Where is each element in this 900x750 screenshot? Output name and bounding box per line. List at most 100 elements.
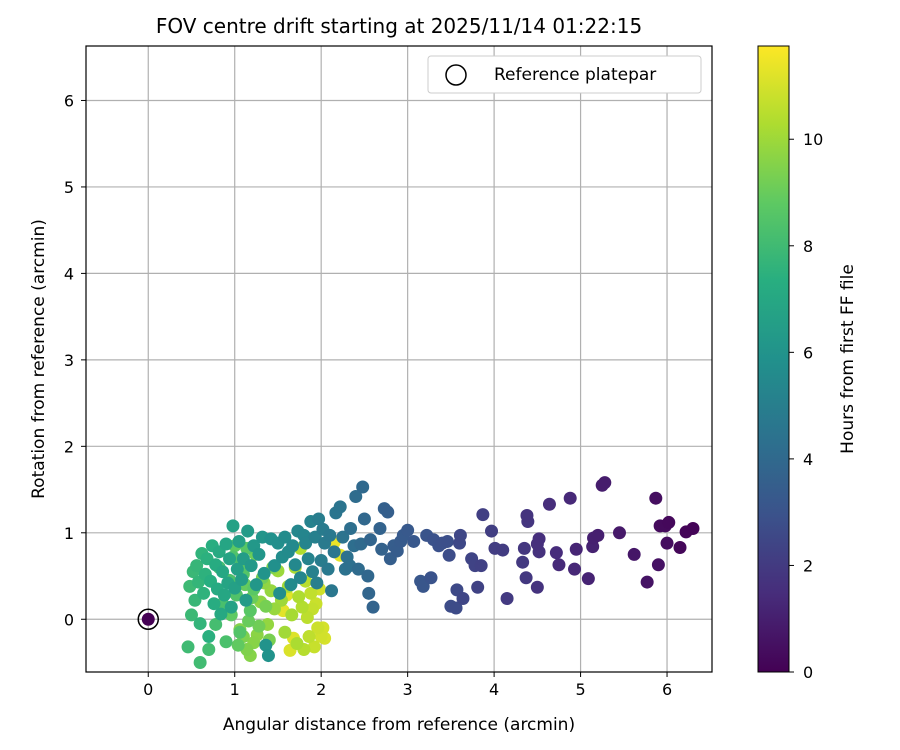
- data-point: [209, 617, 223, 631]
- data-point: [325, 584, 339, 598]
- data-point: [273, 586, 287, 600]
- data-point: [267, 559, 281, 573]
- chart-title: FOV centre drift starting at 2025/11/14 …: [156, 14, 642, 38]
- data-point: [416, 579, 430, 593]
- data-point: [476, 508, 490, 522]
- data-point: [356, 480, 370, 494]
- data-point: [542, 497, 556, 511]
- data-point: [442, 548, 456, 562]
- data-point: [292, 590, 306, 604]
- data-point: [278, 530, 292, 544]
- x-axis-label: Angular distance from reference (arcmin): [223, 715, 575, 735]
- data-point: [286, 539, 300, 553]
- data-point: [249, 578, 263, 592]
- y-tick-label: 4: [64, 264, 74, 283]
- data-point: [312, 512, 326, 526]
- data-point: [474, 559, 488, 573]
- data-point: [224, 600, 238, 614]
- data-point: [193, 617, 207, 631]
- data-point: [321, 562, 335, 576]
- data-point: [217, 588, 231, 602]
- data-point: [357, 512, 371, 526]
- data-point: [519, 571, 533, 585]
- data-point: [244, 559, 258, 573]
- grid: [86, 46, 712, 672]
- legend-marker-icon: [445, 64, 467, 86]
- data-point: [532, 532, 546, 546]
- colorbar-tick-label: 2: [803, 556, 813, 575]
- colorbar-tick-label: 8: [803, 237, 813, 256]
- y-axis-label: Rotation from reference (arcmin): [29, 219, 49, 499]
- data-point: [563, 491, 577, 505]
- data-point: [568, 562, 582, 576]
- data-point: [190, 559, 204, 573]
- data-point: [284, 578, 298, 592]
- data-point: [239, 593, 253, 607]
- data-point: [278, 625, 292, 639]
- data-point: [228, 581, 242, 595]
- data-point: [323, 528, 337, 542]
- data-point: [261, 649, 275, 663]
- data-point: [449, 601, 463, 615]
- data-point: [252, 619, 266, 633]
- data-point: [257, 566, 271, 580]
- data-point: [184, 608, 198, 622]
- data-point: [223, 552, 237, 566]
- data-point: [373, 521, 387, 535]
- data-point: [214, 607, 228, 621]
- y-tick-label: 1: [64, 524, 74, 543]
- data-point: [193, 655, 207, 669]
- data-point: [259, 599, 273, 613]
- data-point: [363, 533, 377, 547]
- data-point: [456, 592, 470, 606]
- data-point: [188, 593, 202, 607]
- x-tick-label: 2: [316, 680, 326, 699]
- data-point: [520, 509, 534, 522]
- data-point: [333, 500, 347, 514]
- data-point: [649, 491, 663, 505]
- legend-entry-reference: Reference platepar: [494, 65, 656, 85]
- data-point: [181, 640, 195, 654]
- data-point: [366, 600, 380, 614]
- y-tick-label: 5: [64, 178, 74, 197]
- data-point: [301, 552, 315, 566]
- y-tick-label: 3: [64, 351, 74, 370]
- plot-frame: [85, 45, 713, 673]
- x-tick-label: 4: [489, 680, 499, 699]
- data-point: [591, 528, 605, 542]
- data-point: [375, 542, 389, 556]
- data-point: [243, 604, 257, 618]
- data-point: [485, 524, 499, 538]
- data-point: [530, 580, 544, 594]
- data-point: [307, 640, 321, 654]
- data-point: [300, 611, 314, 625]
- data-point: [424, 571, 438, 585]
- x-tick-label: 1: [230, 680, 240, 699]
- data-point: [686, 521, 700, 535]
- data-point: [231, 638, 245, 652]
- data-point: [440, 534, 454, 548]
- colorbar: 0 2 4 6 8 10 Hours from first FF file: [757, 45, 858, 682]
- data-point: [598, 476, 612, 490]
- colorbar-tick-label: 6: [803, 343, 813, 362]
- data-point: [327, 545, 341, 559]
- data-points: [181, 476, 700, 669]
- data-point: [259, 638, 273, 652]
- data-point: [293, 571, 307, 585]
- data-point: [207, 597, 221, 611]
- data-point: [569, 542, 583, 556]
- data-point: [314, 553, 328, 567]
- data-point: [673, 540, 687, 554]
- data-point: [660, 536, 674, 550]
- data-point: [471, 580, 485, 594]
- reference-ring: [137, 608, 160, 631]
- data-point: [311, 621, 325, 635]
- data-point: [516, 555, 530, 569]
- data-point: [500, 592, 514, 606]
- y-tick-label: 0: [64, 610, 74, 629]
- data-point: [627, 547, 641, 561]
- colorbar-label: Hours from first FF file: [838, 264, 858, 454]
- data-point: [336, 530, 350, 544]
- data-point: [235, 572, 249, 586]
- data-point: [304, 586, 318, 600]
